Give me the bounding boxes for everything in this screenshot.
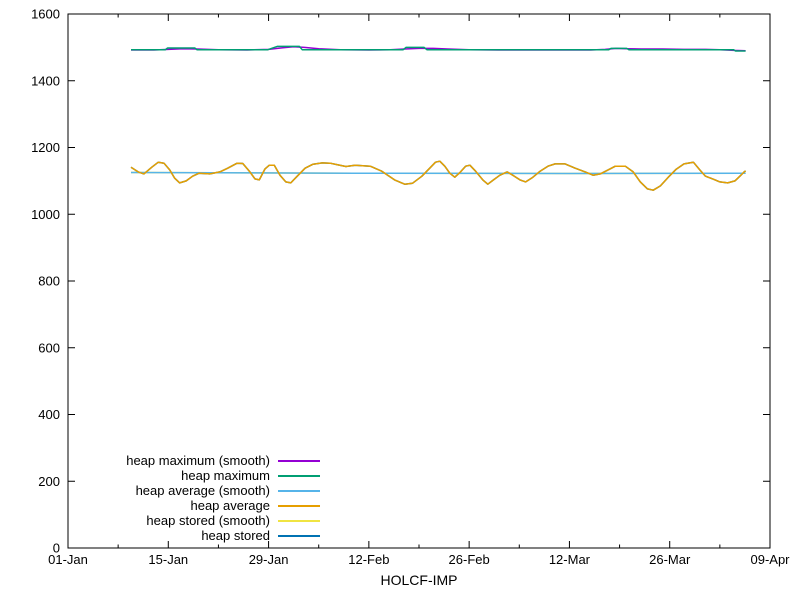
legend-label-heap-average-smooth: heap average (smooth) — [135, 483, 270, 498]
legend-swatch-heap-maximum-smooth — [278, 459, 320, 462]
x-tick-label: 01-Jan — [48, 552, 88, 567]
legend-swatch-heap-stored — [278, 534, 320, 537]
series-line-heap-average-smooth — [130, 171, 746, 175]
x-axis-title: HOLCF-IMP — [380, 572, 458, 588]
y-tick-label: 1000 — [31, 207, 60, 222]
legend-row-heap-maximum: heap maximum — [70, 468, 320, 483]
series-line-heap-stored — [130, 160, 747, 191]
y-tick-label: 1200 — [31, 140, 60, 155]
x-tick-label: 26-Mar — [649, 552, 691, 567]
legend-swatch-heap-stored-smooth — [278, 519, 320, 522]
legend-row-heap-maximum-smooth: heap maximum (smooth) — [70, 453, 320, 468]
y-tick-label: 600 — [38, 340, 60, 355]
x-tick-label: 12-Mar — [549, 552, 591, 567]
legend-row-heap-average-smooth: heap average (smooth) — [70, 483, 320, 498]
legend-label-heap-maximum: heap maximum — [181, 468, 270, 483]
y-tick-label: 200 — [38, 474, 60, 489]
y-tick-label: 0 — [53, 541, 60, 556]
series-line-heap-maximum — [131, 45, 746, 52]
legend-label-heap-average: heap average — [190, 498, 270, 513]
legend-label-heap-stored-smooth: heap stored (smooth) — [146, 513, 270, 528]
legend-swatch-heap-average-smooth — [278, 489, 320, 492]
legend-swatch-heap-average — [278, 504, 320, 507]
x-tick-label: 09-Apr — [750, 552, 790, 567]
legend-swatch-heap-maximum — [278, 474, 320, 477]
legend-row-heap-stored-smooth: heap stored (smooth) — [70, 513, 320, 528]
legend-label-heap-stored: heap stored — [201, 528, 270, 543]
series-line-heap-average — [130, 160, 747, 191]
legend-label-heap-maximum-smooth: heap maximum (smooth) — [126, 453, 270, 468]
y-tick-label: 1400 — [31, 73, 60, 88]
legend: heap maximum (smooth) heap maximum heap av… — [70, 453, 320, 543]
x-tick-label: 15-Jan — [148, 552, 188, 567]
legend-row-heap-average: heap average — [70, 498, 320, 513]
legend-row-heap-stored: heap stored — [70, 528, 320, 543]
y-tick-label: 800 — [38, 274, 60, 289]
y-tick-label: 1600 — [31, 7, 60, 22]
y-tick-label: 400 — [38, 407, 60, 422]
x-tick-label: 29-Jan — [249, 552, 289, 567]
x-tick-label: 26-Feb — [449, 552, 490, 567]
x-tick-label: 12-Feb — [348, 552, 389, 567]
